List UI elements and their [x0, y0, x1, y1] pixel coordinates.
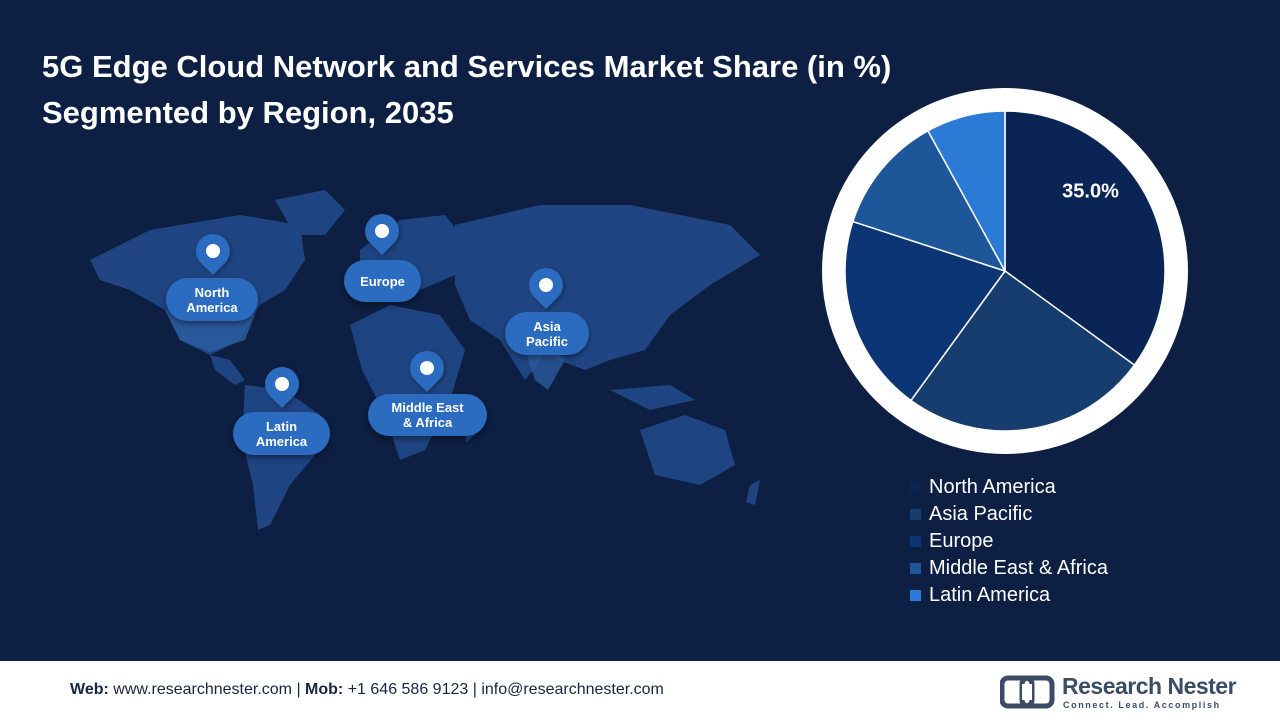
map-indonesia — [610, 385, 695, 410]
pie-data-label: 35.0% — [1062, 180, 1119, 202]
europe-label: Europe — [344, 260, 421, 302]
north-america-label: North America — [166, 278, 258, 321]
map-new-zealand — [746, 480, 760, 505]
map-asia — [455, 205, 760, 380]
logo-tagline: Connect. Lead. Accomplish — [1063, 700, 1221, 710]
title-line-1: 5G Edge Cloud Network and Services Marke… — [42, 49, 892, 84]
mea-label: Middle East & Africa — [368, 394, 487, 436]
web-label: Web: — [70, 681, 109, 698]
map-india-highlight — [525, 345, 565, 390]
legend-item: Middle East & Africa — [910, 555, 1108, 582]
legend-label: North America — [929, 476, 1056, 498]
legend-label: Europe — [929, 530, 994, 552]
pie-slice-north-america — [1004, 110, 1166, 367]
legend-swatch — [910, 563, 921, 574]
legend-swatch — [910, 536, 921, 547]
legend-label: Latin America — [929, 584, 1051, 606]
chart-legend: North America Asia Pacific Europe Middle Ea… — [910, 474, 1108, 609]
latin-america-label: Latin America — [233, 412, 330, 455]
pie-chart: 35.0% — [822, 88, 1188, 454]
map-australia — [640, 415, 735, 485]
legend-swatch — [910, 509, 921, 520]
legend-label: Middle East & Africa — [929, 557, 1108, 579]
legend-item: Asia Pacific — [910, 501, 1108, 528]
legend-item: North America — [910, 474, 1108, 501]
title-line-2: Segmented by Region, 2035 — [42, 95, 454, 130]
web-link[interactable]: www.researchnester.com — [113, 681, 292, 698]
map-central-america — [210, 355, 245, 385]
mob-label: Mob: — [305, 681, 344, 698]
pie-slice-middle-east-africa — [851, 129, 1007, 273]
separator-2: | — [468, 681, 482, 698]
asia-pacific-label: Asia Pacific — [505, 312, 589, 355]
pie-slice-asia-pacific — [909, 269, 1136, 432]
logo-brand: Research Nester — [1062, 673, 1237, 699]
pie-slice-latin-america — [926, 110, 1006, 272]
research-nester-logo[interactable]: Research Nester Connect. Lead. Accomplis… — [1000, 671, 1237, 713]
legend-swatch — [910, 590, 921, 601]
pie-slice-europe — [844, 220, 1007, 402]
legend-item: Latin America — [910, 582, 1108, 609]
logo-icon — [1000, 675, 1055, 709]
phone-number: +1 646 586 9123 — [347, 681, 469, 698]
legend-item: Europe — [910, 528, 1108, 555]
email-link[interactable]: info@researchnester.com — [481, 681, 664, 698]
contact-info: Web: www.researchnester.com | Mob: +1 64… — [70, 681, 664, 699]
chart-title: 5G Edge Cloud Network and Services Marke… — [42, 44, 1042, 136]
legend-swatch — [910, 482, 921, 493]
map-greenland — [275, 190, 345, 235]
footer: Web: www.researchnester.com | Mob: +1 64… — [0, 661, 1280, 720]
legend-label: Asia Pacific — [929, 503, 1033, 525]
map-africa — [350, 305, 465, 460]
separator-1: | — [292, 681, 306, 698]
